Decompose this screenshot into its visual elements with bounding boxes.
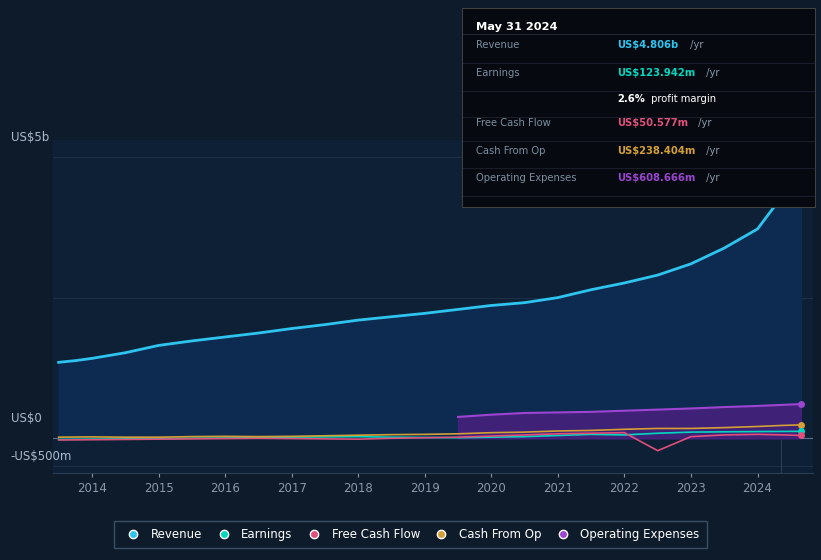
Text: US$608.666m: US$608.666m xyxy=(617,174,696,184)
Text: -US$500m: -US$500m xyxy=(11,450,72,463)
Text: 2.6%: 2.6% xyxy=(617,94,645,104)
Text: US$4.806b: US$4.806b xyxy=(617,40,679,50)
Text: US$238.404m: US$238.404m xyxy=(617,146,696,156)
Text: US$50.577m: US$50.577m xyxy=(617,118,689,128)
Text: /yr: /yr xyxy=(703,68,719,78)
Text: /yr: /yr xyxy=(703,174,719,184)
Text: US$123.942m: US$123.942m xyxy=(617,68,696,78)
Text: Operating Expenses: Operating Expenses xyxy=(476,174,577,184)
Text: /yr: /yr xyxy=(687,40,704,50)
Text: May 31 2024: May 31 2024 xyxy=(476,22,557,32)
Legend: Revenue, Earnings, Free Cash Flow, Cash From Op, Operating Expenses: Revenue, Earnings, Free Cash Flow, Cash … xyxy=(114,521,707,548)
Text: /yr: /yr xyxy=(695,118,712,128)
Text: profit margin: profit margin xyxy=(648,94,716,104)
Text: US$5b: US$5b xyxy=(11,130,49,144)
Text: /yr: /yr xyxy=(703,146,719,156)
Text: Free Cash Flow: Free Cash Flow xyxy=(476,118,551,128)
Text: Cash From Op: Cash From Op xyxy=(476,146,546,156)
Text: Revenue: Revenue xyxy=(476,40,520,50)
Text: Earnings: Earnings xyxy=(476,68,520,78)
Text: US$0: US$0 xyxy=(11,412,41,426)
